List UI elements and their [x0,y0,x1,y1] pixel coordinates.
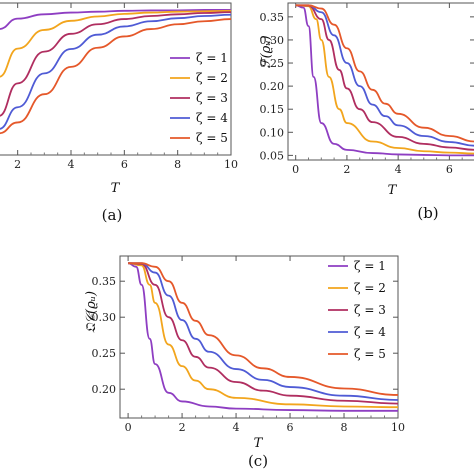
panel-b: 0 2 4 6 0.05 0.10 0.15 0.20 0.25 0.30 0.35 T ℱ(ϱᵤ) (b… [259,2,474,222]
legend-entry: ζ = 4 [196,111,228,125]
series-line-zeta-2 [128,262,399,409]
x-tick-label: 2 [343,163,350,176]
legend-entry: ζ = 2 [196,71,228,85]
legend-entry: ζ = 5 [354,347,386,361]
legend-entry: ζ = 5 [196,131,228,145]
x-tick-label: 6 [446,163,453,176]
x-tick-label: 4 [68,158,75,171]
series-line-zeta-3 [295,4,474,151]
x-tick-label: 2 [14,158,21,171]
series-line-zeta-4 [128,262,399,401]
legend-entry: ζ = 3 [354,303,386,317]
y-tick-label: 0.20 [260,80,285,93]
panel-a: 2 4 6 8 10 T (a) ζ = 1 ζ = 2 ζ = 3 ζ = 4 ζ = 5 [0,2,238,224]
y-tick-label: 0.25 [260,57,285,70]
x-tick-label: 10 [391,421,405,434]
x-axis-label: T [388,183,398,198]
panel-c: 0 2 4 6 8 10 0.20 0.25 0.30 0.35 T 𝔔𝒞(ϱᵤ) (c) ζ = 1 ζ … [84,255,405,470]
x-axis-label: T [111,181,121,196]
series-line-zeta-3 [128,262,399,405]
subfigure-caption: (a) [102,206,123,224]
legend-entry: ζ = 1 [354,259,386,273]
x-tick-label: 0 [292,163,299,176]
series-line-zeta-4 [295,4,474,147]
x-tick-label: 8 [174,158,181,171]
subfigure-caption: (b) [417,204,438,222]
series-line-zeta-5 [128,262,399,396]
x-tick-label: 10 [224,158,238,171]
y-tick-label: 0.30 [92,311,117,324]
series-line-zeta-2 [0,9,232,78]
y-axis-label: ℱ(ϱᵤ) [259,35,274,68]
subfigure-caption: (c) [248,452,268,470]
y-tick-label: 0.10 [260,126,285,139]
x-tick-label: 4 [395,163,402,176]
legend-entry: ζ = 3 [196,91,228,105]
plot-frame [119,255,399,419]
y-tick-label: 0.15 [260,103,285,116]
series-line-zeta-3 [0,11,232,117]
x-tick-label: 8 [341,421,348,434]
plot-frame [0,2,232,156]
y-tick-label: 0.05 [260,149,285,162]
series-line-zeta-1 [128,262,398,412]
series-line-zeta-1 [0,9,231,30]
y-tick-label: 0.35 [260,11,285,24]
y-tick-label: 0.25 [92,347,117,360]
legend-entry: ζ = 1 [196,51,228,65]
series-line-zeta-5 [0,18,232,135]
series-line-zeta-2 [295,4,474,155]
series-line-zeta-5 [295,4,474,143]
x-tick-label: 6 [121,158,128,171]
x-tick-label: 4 [233,421,240,434]
y-axis-label: 𝔔𝒞(ϱᵤ) [84,291,99,333]
legend-entry: ζ = 2 [354,281,386,295]
x-tick-label: 6 [287,421,294,434]
legend-entry: ζ = 4 [354,325,386,339]
x-tick-label: 0 [125,421,132,434]
x-axis-label: T [254,436,264,451]
y-tick-label: 0.20 [92,383,117,396]
x-tick-label: 2 [179,421,186,434]
y-tick-label: 0.35 [92,275,117,288]
series-line-zeta-1 [295,4,474,157]
plot-frame [287,2,474,161]
series-line-zeta-4 [0,13,232,130]
y-tick-label: 0.30 [260,34,285,47]
